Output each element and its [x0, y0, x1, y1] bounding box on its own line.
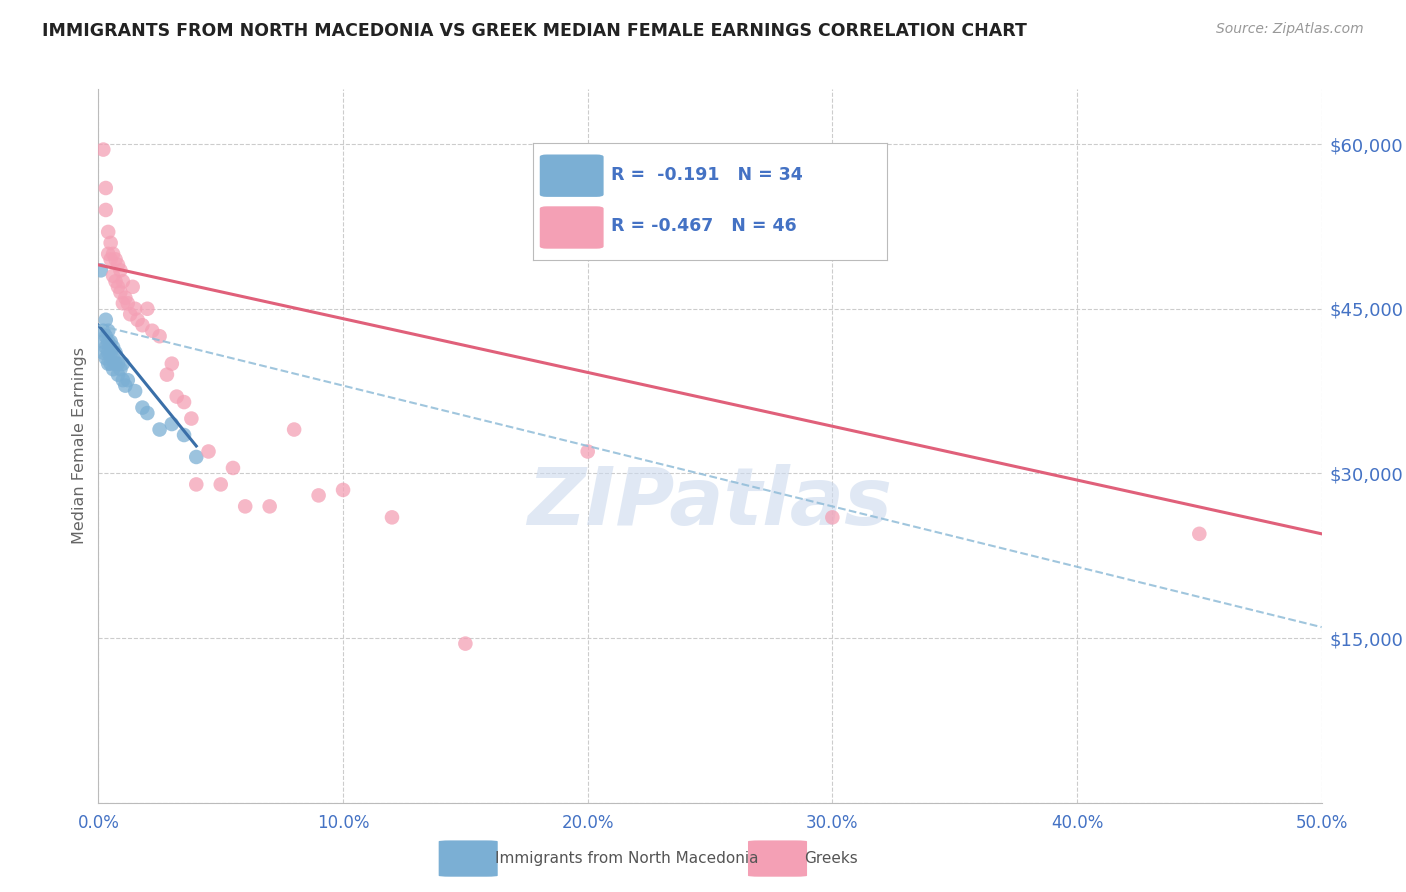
- Point: [94, 202, 117, 217]
- Point: [121, 280, 143, 294]
- Point: [136, 301, 159, 316]
- Text: ZIPatlas: ZIPatlas: [527, 464, 893, 542]
- Point: [131, 318, 153, 333]
- Point: [104, 252, 127, 267]
- Point: [111, 373, 134, 387]
- Point: [100, 357, 122, 371]
- Point: [136, 406, 159, 420]
- Point: [233, 500, 256, 514]
- Point: [117, 296, 139, 310]
- Point: [186, 477, 208, 491]
- Point: [104, 345, 127, 359]
- Point: [97, 334, 120, 349]
- Point: [160, 357, 183, 371]
- Point: [111, 296, 134, 310]
- Point: [94, 340, 117, 354]
- Text: IMMIGRANTS FROM NORTH MACEDONIA VS GREEK MEDIAN FEMALE EARNINGS CORRELATION CHAR: IMMIGRANTS FROM NORTH MACEDONIA VS GREEK…: [42, 22, 1026, 40]
- Point: [110, 263, 132, 277]
- Point: [173, 428, 195, 442]
- Point: [111, 357, 134, 371]
- Point: [104, 357, 127, 371]
- Point: [283, 423, 305, 437]
- Point: [222, 461, 245, 475]
- Point: [124, 301, 146, 316]
- Point: [107, 368, 129, 382]
- Point: [104, 274, 127, 288]
- Point: [101, 340, 124, 354]
- Point: [100, 334, 122, 349]
- Point: [259, 500, 281, 514]
- Text: Source: ZipAtlas.com: Source: ZipAtlas.com: [1216, 22, 1364, 37]
- Point: [114, 291, 136, 305]
- Point: [111, 274, 134, 288]
- Point: [107, 280, 129, 294]
- Point: [110, 285, 132, 300]
- Point: [107, 357, 129, 371]
- Y-axis label: Median Female Earnings: Median Female Earnings: [72, 348, 87, 544]
- Point: [97, 225, 120, 239]
- Point: [186, 450, 208, 464]
- Point: [209, 477, 232, 491]
- Point: [156, 368, 179, 382]
- Text: Greeks: Greeks: [804, 851, 858, 866]
- Point: [94, 312, 117, 326]
- Point: [91, 143, 114, 157]
- Point: [131, 401, 153, 415]
- Point: [576, 444, 599, 458]
- Point: [332, 483, 354, 497]
- Point: [107, 258, 129, 272]
- Point: [173, 395, 195, 409]
- Point: [141, 324, 163, 338]
- Point: [110, 362, 132, 376]
- Point: [91, 324, 114, 338]
- Point: [101, 362, 124, 376]
- Point: [90, 263, 112, 277]
- Point: [100, 235, 122, 250]
- Point: [91, 334, 114, 349]
- Point: [124, 384, 146, 398]
- Point: [454, 637, 477, 651]
- Point: [91, 345, 114, 359]
- Point: [120, 307, 142, 321]
- Point: [94, 181, 117, 195]
- Point: [149, 423, 172, 437]
- Point: [97, 345, 120, 359]
- Point: [101, 351, 124, 366]
- Point: [100, 252, 122, 267]
- Point: [97, 357, 120, 371]
- FancyBboxPatch shape: [748, 840, 807, 877]
- Point: [94, 351, 117, 366]
- Point: [127, 312, 149, 326]
- Point: [197, 444, 219, 458]
- Point: [100, 345, 122, 359]
- Point: [180, 411, 202, 425]
- Point: [308, 488, 330, 502]
- Point: [94, 329, 117, 343]
- Point: [160, 417, 183, 431]
- Point: [101, 247, 124, 261]
- Point: [97, 324, 120, 338]
- Point: [117, 373, 139, 387]
- Point: [166, 390, 188, 404]
- Point: [381, 510, 404, 524]
- FancyBboxPatch shape: [439, 840, 498, 877]
- Text: Immigrants from North Macedonia: Immigrants from North Macedonia: [495, 851, 758, 866]
- Point: [821, 510, 844, 524]
- Point: [1188, 526, 1211, 541]
- Point: [114, 378, 136, 392]
- Point: [149, 329, 172, 343]
- Point: [97, 247, 120, 261]
- Point: [101, 268, 124, 283]
